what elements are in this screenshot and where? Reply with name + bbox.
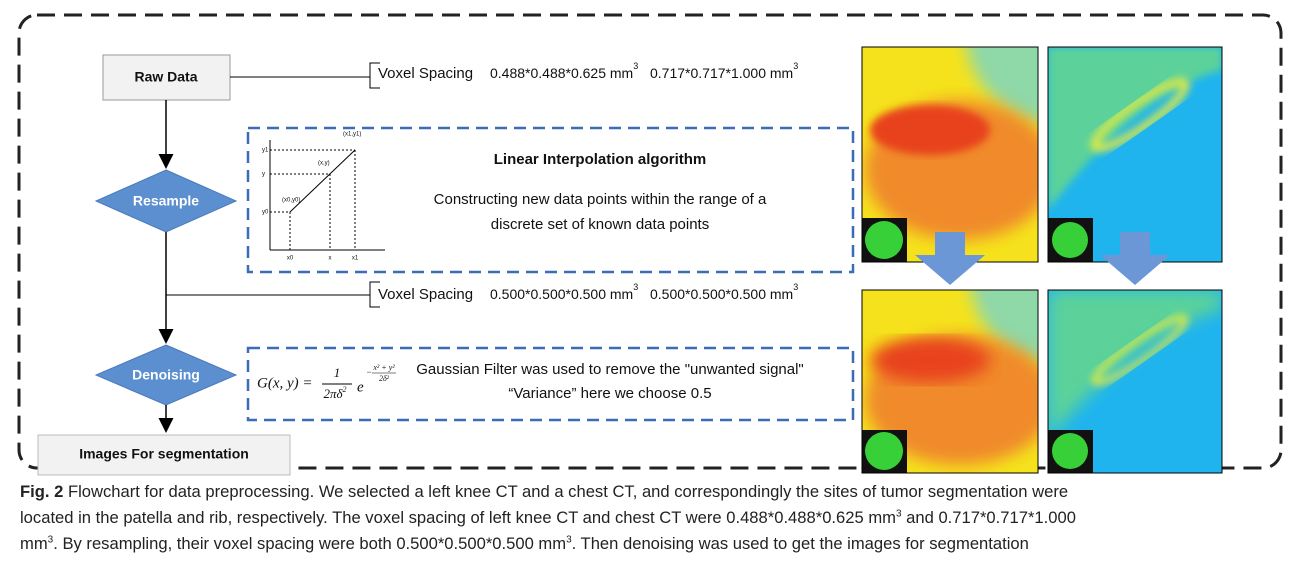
graph-label: y xyxy=(262,172,265,178)
interpolation-text: discrete set of known data points xyxy=(491,216,709,233)
gaussian-text: Gaussian Filter was used to remove the "… xyxy=(416,361,804,378)
graph-label: x xyxy=(329,256,332,262)
caption-text: mm xyxy=(20,534,48,553)
page: {"flowchart": { "raw_data": "Raw Data", … xyxy=(0,0,1292,588)
raw-data-label: Raw Data xyxy=(134,69,197,85)
figure-label: Fig. 2 xyxy=(20,482,63,501)
caption-line: mm3. By resampling, their voxel spacing … xyxy=(20,531,1282,557)
gaussian-text: “Variance” here we choose 0.5 xyxy=(508,385,711,402)
graph-label: y0 xyxy=(262,210,269,216)
graph-label: (x0,y0) xyxy=(282,198,300,204)
svg-text:G(x, y) =: G(x, y) = xyxy=(257,375,313,391)
figure: Raw Data Voxel Spacing 0.488*0.488*0.625… xyxy=(0,0,1292,478)
interpolation-text: Constructing new data points within the … xyxy=(434,191,767,208)
svg-text:1: 1 xyxy=(334,365,341,380)
output-label: Images For segmentation xyxy=(79,446,249,462)
interpolation-title: Linear Interpolation algorithm xyxy=(494,151,707,168)
chest-image-processed xyxy=(1048,290,1222,473)
caption-text: . Then denoising was used to get the ima… xyxy=(572,534,1029,553)
graph-label: x1 xyxy=(352,256,359,262)
spacing-value: 0.500*0.500*0.500 mm3 xyxy=(650,282,798,301)
caption-text: . By resampling, their voxel spacing wer… xyxy=(53,534,566,553)
graph-label: y1 xyxy=(262,148,269,154)
caption-text: and 0.717*0.717*1.000 xyxy=(902,508,1076,527)
caption-line: located in the patella and rib, respecti… xyxy=(20,505,1282,531)
svg-text:2πδ2: 2πδ2 xyxy=(323,385,346,401)
svg-text:−: − xyxy=(366,367,372,377)
spacing-value: 0.488*0.488*0.625 mm3 xyxy=(490,61,638,80)
spacing-value: 0.500*0.500*0.500 mm3 xyxy=(490,282,638,301)
caption-text: located in the patella and rib, respecti… xyxy=(20,508,896,527)
graph-label: (x1,y1) xyxy=(343,132,361,138)
interpolation-graph: y1 y y0 x0 x x1 (x0,y0) (x,y) (x1,y1) xyxy=(262,132,385,262)
caption-text: Flowchart for data preprocessing. We sel… xyxy=(63,482,1068,501)
svg-text:x² + y²: x² + y² xyxy=(372,363,395,372)
spacing-label: Voxel Spacing xyxy=(378,65,473,82)
spacing-value: 0.717*0.717*1.000 mm3 xyxy=(650,61,798,80)
graph-label: x0 xyxy=(287,256,294,262)
denoising-label: Denoising xyxy=(132,367,200,383)
spacing-label: Voxel Spacing xyxy=(378,286,473,303)
caption-line: Fig. 2 Flowchart for data preprocessing.… xyxy=(20,479,1282,505)
caption: Fig. 2 Flowchart for data preprocessing.… xyxy=(20,479,1282,557)
svg-text:e: e xyxy=(357,379,364,395)
chest-image-original xyxy=(1048,47,1222,262)
svg-text:2δ²: 2δ² xyxy=(379,374,390,383)
resample-label: Resample xyxy=(133,193,199,209)
formula: G(x, y) = 1 2πδ2 e − x² + y² 2δ² xyxy=(257,363,396,401)
graph-label: (x,y) xyxy=(318,161,330,167)
